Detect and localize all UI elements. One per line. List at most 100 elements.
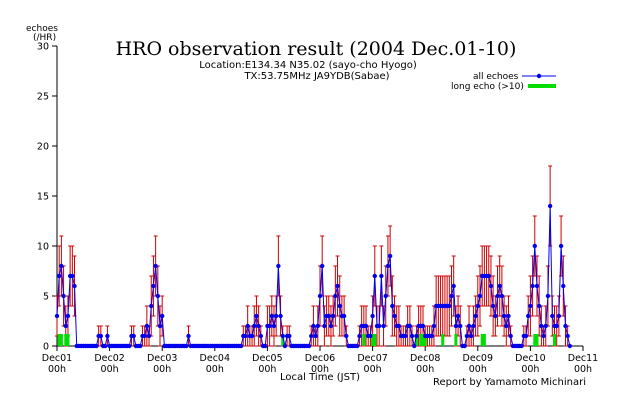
data-point: [370, 313, 375, 319]
y-tick-label: 20: [37, 142, 49, 153]
x-tick-label: Dec09: [463, 353, 493, 364]
data-point: [335, 283, 340, 289]
data-point: [153, 263, 158, 269]
data-point: [466, 323, 472, 329]
long-echo-bar: [371, 334, 375, 346]
data-point: [127, 343, 132, 349]
data-point: [355, 343, 360, 349]
data-point: [328, 323, 334, 329]
long-echo-bar: [64, 334, 68, 346]
x-tick-sublabel: 00h: [153, 364, 171, 375]
data-point: [409, 333, 415, 339]
data-point: [254, 313, 259, 319]
data-point: [407, 323, 413, 329]
x-tick-label: Dec11: [568, 353, 598, 364]
data-point: [330, 313, 336, 319]
credit-text: Report by Yamamoto Michinari: [433, 377, 586, 388]
data-point: [317, 293, 323, 299]
long-echo-bar: [480, 334, 484, 346]
data-point: [383, 293, 388, 299]
data-point: [534, 283, 540, 289]
data-point: [59, 263, 64, 269]
x-tick-sublabel: 00h: [258, 364, 276, 375]
subtitle-line-2: TX:53.75MHz JA9YDB(Sabae): [243, 71, 389, 82]
data-point: [333, 293, 338, 299]
data-point: [103, 343, 108, 349]
x-tick-label: Dec07: [357, 353, 387, 364]
data-point: [363, 323, 369, 329]
data-point: [337, 303, 342, 309]
data-point: [464, 333, 470, 339]
data-point: [488, 283, 494, 289]
data-point: [98, 333, 104, 339]
data-point: [550, 313, 555, 319]
long-echo-bar: [553, 334, 557, 346]
data-point: [554, 323, 559, 329]
data-point: [429, 333, 434, 339]
data-point: [160, 313, 165, 319]
y-tick-label: 15: [37, 192, 49, 203]
data-point: [319, 263, 325, 269]
data-point: [70, 273, 75, 279]
data-point: [387, 253, 393, 259]
data-point: [54, 313, 60, 319]
chart-title: HRO observation result (2004 Dec.01-10): [116, 38, 517, 60]
data-point: [541, 333, 546, 339]
data-point: [94, 343, 99, 349]
data-point: [556, 313, 562, 319]
long-echo-bar: [59, 334, 63, 346]
data-point: [561, 283, 566, 289]
long-echo-bar: [373, 334, 377, 346]
data-point: [309, 333, 314, 339]
data-point: [455, 313, 461, 319]
long-echo-bar: [482, 334, 486, 346]
x-tick-label: Dec04: [200, 353, 230, 364]
data-point: [493, 313, 498, 319]
data-point: [563, 323, 568, 329]
data-point: [385, 263, 391, 269]
data-point: [61, 293, 66, 299]
y-tick-label: 10: [37, 242, 49, 253]
x-tick-label: Dec08: [410, 353, 440, 364]
x-tick-sublabel: 00h: [101, 364, 119, 375]
y-tick-label: 30: [37, 42, 49, 53]
legend-dot-all-echoes: [536, 73, 542, 79]
data-point: [273, 313, 279, 319]
data-point: [396, 323, 402, 329]
x-tick-label: Dec06: [305, 353, 335, 364]
data-point: [149, 303, 154, 309]
long-echo-bar: [454, 334, 458, 346]
y-axis-label-line-1: echoes: [26, 24, 58, 34]
x-tick-label: Dec03: [147, 353, 177, 364]
data-point: [276, 263, 281, 269]
data-point: [271, 323, 277, 329]
data-point: [287, 333, 292, 339]
data-point: [499, 293, 505, 299]
legend-label-long-echo: long echo (>10): [451, 82, 524, 92]
data-point: [341, 313, 347, 319]
data-point: [451, 283, 456, 289]
long-echo-bar: [362, 334, 366, 346]
data-point: [311, 323, 316, 329]
data-point: [486, 273, 491, 279]
data-point: [501, 313, 507, 319]
data-point: [381, 323, 386, 329]
data-point: [431, 323, 437, 329]
x-tick-label: Dec02: [94, 353, 124, 364]
data-point: [243, 333, 248, 339]
plot-axes: 051015202530Dec0100hDec0200hDec0300hDec0…: [37, 42, 598, 376]
data-point: [526, 313, 531, 319]
data-point: [249, 333, 255, 339]
data-point: [449, 293, 454, 299]
x-tick-sublabel: 00h: [48, 364, 66, 375]
data-point: [471, 323, 476, 329]
data-point: [313, 333, 318, 339]
data-point: [403, 333, 408, 339]
x-tick-sublabel: 00h: [364, 364, 382, 375]
legend-label-all-echoes: all echoes: [473, 72, 519, 82]
data-point: [506, 313, 511, 319]
data-point: [523, 333, 529, 339]
data-point: [539, 323, 544, 329]
data-point: [473, 313, 478, 319]
